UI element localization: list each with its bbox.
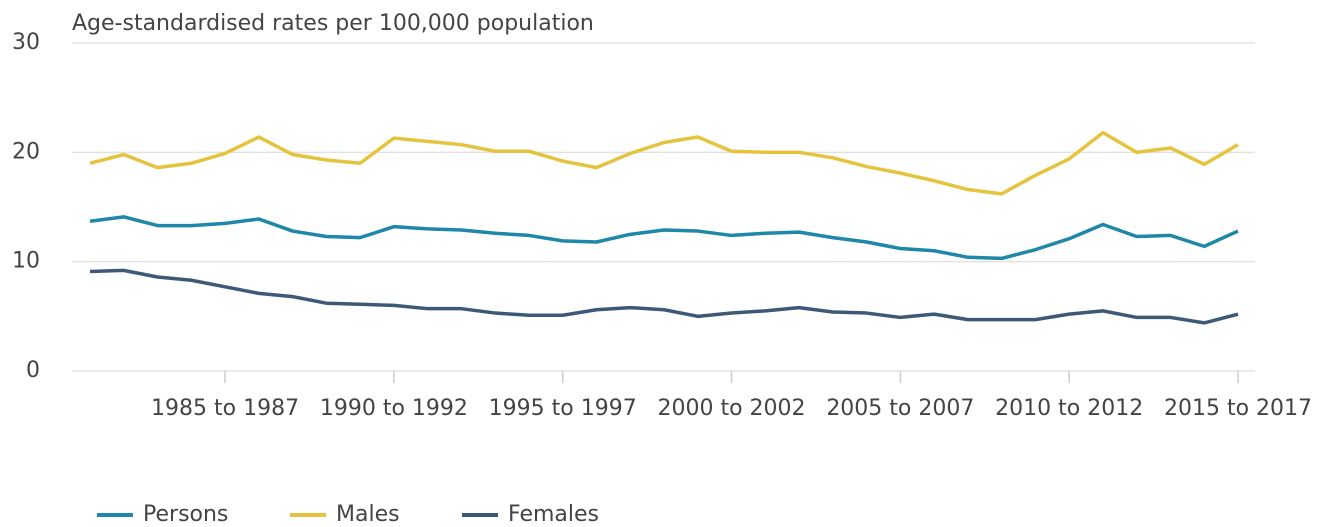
x-tick-label: 2005 to 2007 (826, 396, 974, 421)
y-tick-label: 0 (26, 358, 40, 383)
x-tick-label: 2015 to 2017 (1164, 396, 1312, 421)
legend-label: Males (336, 502, 400, 527)
series-line (89, 215, 1239, 261)
x-tick-label: 2000 to 2002 (657, 396, 805, 421)
series-line (89, 130, 1239, 196)
x-tick-label: 1995 to 1997 (489, 396, 637, 421)
legend-label: Females (508, 502, 599, 527)
y-tick-label: 10 (12, 249, 40, 274)
chart-title: Age-standardised rates per 100,000 popul… (72, 11, 594, 36)
y-tick-label: 20 (12, 139, 40, 164)
legend-label: Persons (143, 502, 228, 527)
x-tick-label: 1985 to 1987 (151, 396, 299, 421)
y-tick-label: 30 (12, 30, 40, 55)
x-tick-label: 1990 to 1992 (320, 396, 468, 421)
series-line (89, 268, 1239, 325)
x-tick-label: 2010 to 2012 (995, 396, 1143, 421)
